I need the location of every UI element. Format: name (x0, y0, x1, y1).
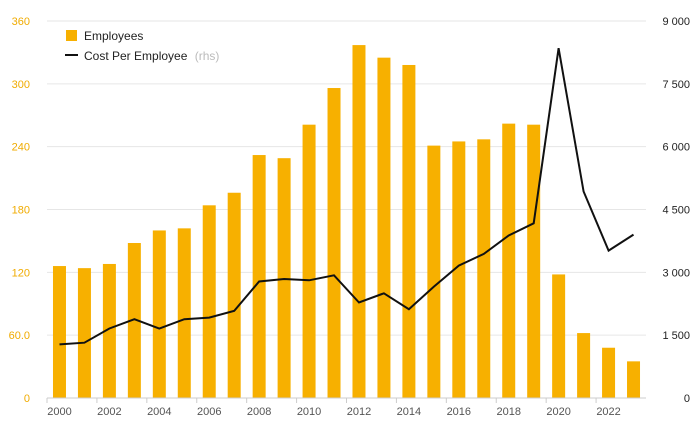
bar-employees (102, 263, 116, 398)
x-axis-tick-label: 2012 (347, 406, 371, 418)
x-axis-tick-label: 2018 (496, 406, 520, 418)
bar-employees (627, 361, 641, 398)
cost-per-employee-line-group (59, 48, 635, 346)
bar-employees (552, 274, 566, 398)
left-axis-tick-label: 240 (12, 142, 30, 154)
bar-employees (52, 266, 66, 398)
left-axis-tick-label: 180 (12, 205, 30, 217)
bar-employees (152, 230, 166, 398)
bar-employees (527, 124, 541, 399)
legend: Employees Cost Per Employee (rhs) (65, 29, 219, 63)
bar-employees (227, 192, 241, 398)
x-axis-tick-label: 2006 (197, 406, 221, 418)
x-axis-tick-label: 2020 (546, 406, 570, 418)
bar-employees (327, 88, 341, 399)
right-axis-tick-label: 3 000 (662, 267, 690, 279)
x-axis-tick-label: 2022 (596, 406, 620, 418)
x-axis-tick-label: 2002 (97, 406, 121, 418)
x-axis-tick-label: 2014 (397, 406, 421, 418)
bar-employees (452, 141, 466, 399)
bar-employees (302, 124, 316, 399)
legend-swatch-employees (66, 30, 77, 41)
bar-employees (202, 205, 216, 398)
bar-employees (502, 123, 516, 398)
bar-employees (77, 268, 91, 398)
x-axis-tick-label: 2008 (247, 406, 271, 418)
legend-label-employees: Employees (84, 29, 143, 43)
bar-employees (477, 139, 491, 398)
right-axis-tick-label: 0 (684, 393, 690, 405)
right-axis-tick-label: 9 000 (662, 16, 690, 28)
employees-bars (52, 45, 641, 399)
bar-employees (352, 45, 366, 398)
right-axis-tick-label: 7 500 (662, 79, 690, 91)
left-axis-tick-label: 0 (24, 393, 30, 405)
bar-employees (427, 145, 441, 398)
x-axis-tick-label: 2016 (447, 406, 471, 418)
right-axis-tick-label: 4 500 (662, 205, 690, 217)
left-axis-tick-label: 120 (12, 267, 30, 279)
right-axis-tick-label: 1 500 (662, 330, 690, 342)
bar-employees (402, 64, 416, 398)
bar-employees (177, 228, 191, 398)
bar-employees (127, 243, 141, 398)
line-cost-per-employee (59, 48, 635, 346)
bar-employees (602, 347, 616, 398)
left-axis-tick-label: 300 (12, 79, 30, 91)
bar-employees (377, 57, 391, 399)
legend-label-rhs-suffix: (rhs) (195, 49, 220, 63)
x-axis-tick-label: 2010 (297, 406, 321, 418)
left-axis-tick-label: 60.0 (9, 330, 30, 342)
axes: 0 60.0 120 180 240 300 360 0 1 500 3 000 4 500 6 00… (9, 16, 690, 418)
left-axis-tick-label: 360 (12, 16, 30, 28)
grid-lines (47, 20, 646, 336)
legend-label-cost-per-employee: Cost Per Employee (rhs) (84, 49, 219, 63)
bar-employees (252, 155, 266, 398)
legend-label-cost-text: Cost Per Employee (84, 49, 188, 63)
x-axis-tick-label: 2000 (47, 406, 71, 418)
x-axis-tick-label: 2004 (147, 406, 171, 418)
bar-employees (577, 333, 591, 398)
right-axis-tick-label: 6 000 (662, 142, 690, 154)
